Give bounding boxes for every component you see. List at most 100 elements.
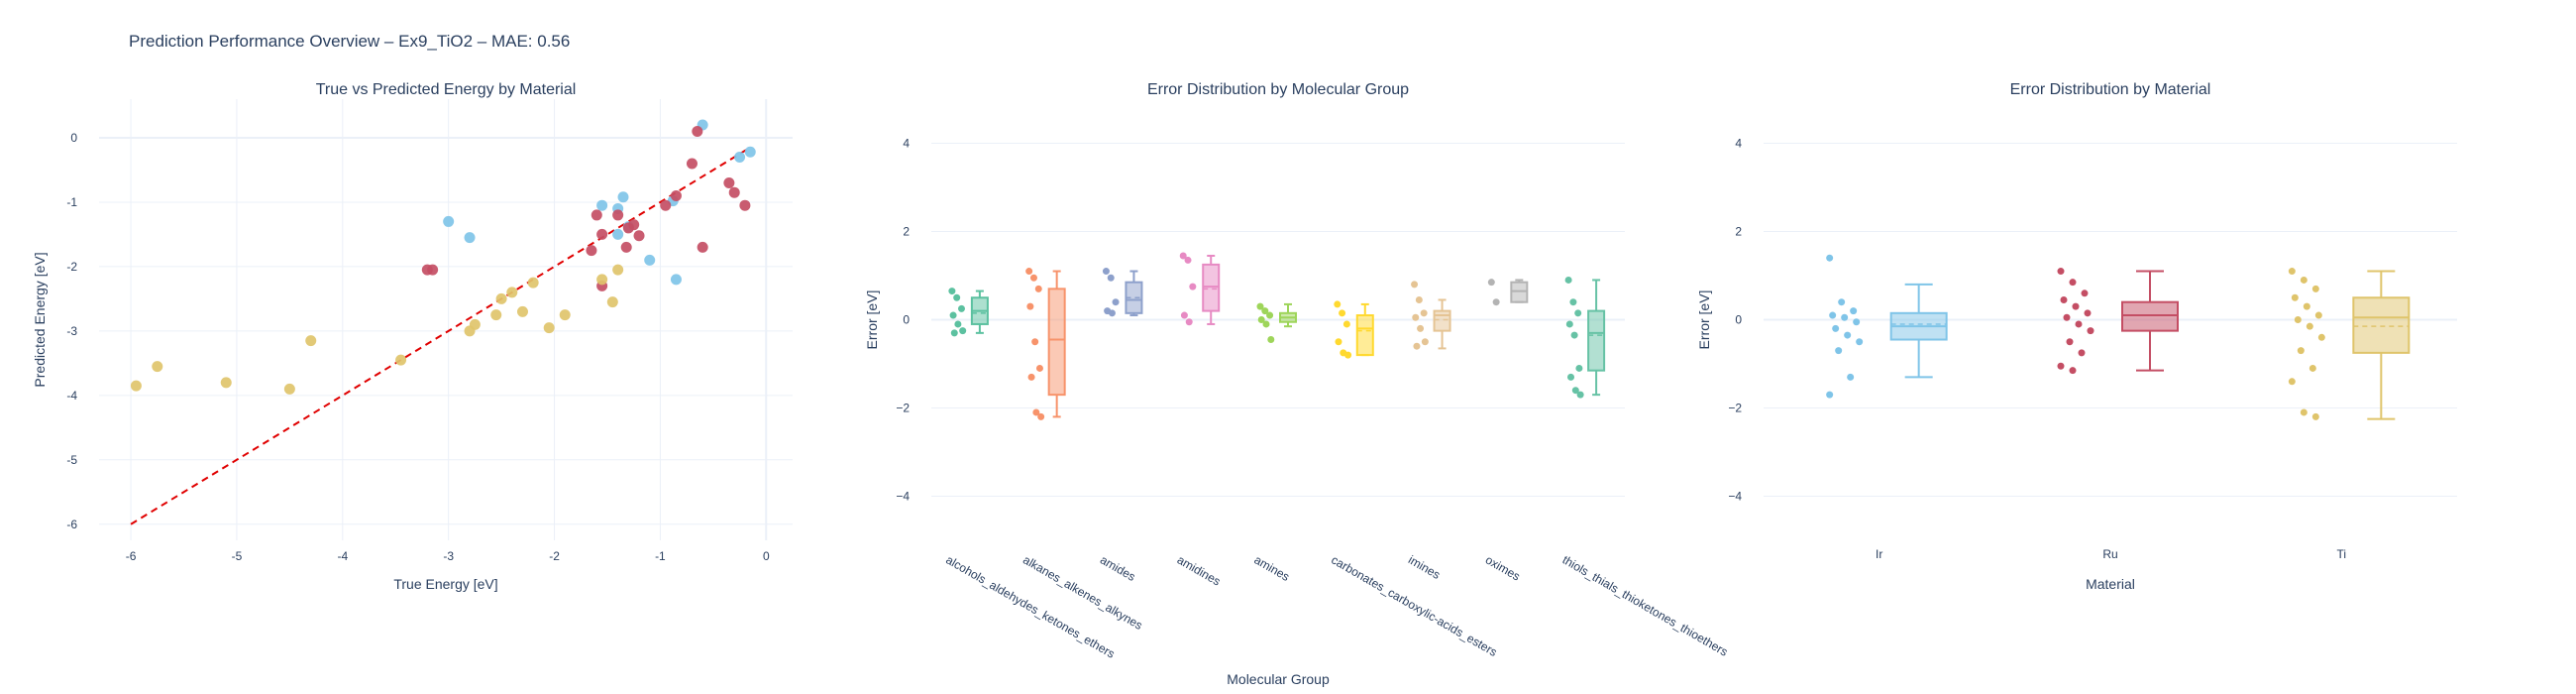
scatter-point-Ir — [612, 228, 624, 240]
jitter-point — [1035, 364, 1043, 372]
scatter-point-Ti — [543, 322, 555, 334]
box-iqr — [1433, 309, 1451, 332]
y-tick-label: -5 — [66, 453, 77, 467]
scatter-point-Ru — [612, 209, 624, 221]
jitter-point — [2308, 364, 2316, 372]
jitter-point — [2069, 367, 2077, 375]
box-amides — [1102, 268, 1143, 317]
box-iqr — [1510, 281, 1529, 303]
box-grid — [1764, 143, 2457, 497]
scatter-point-Ti — [606, 296, 618, 308]
jitter-point — [1179, 252, 1187, 260]
scatter-point-Ti — [559, 309, 571, 321]
jitter-point — [1411, 281, 1419, 289]
jitter-point — [2306, 322, 2313, 330]
scatter-grid — [99, 99, 793, 540]
jitter-point — [2294, 316, 2302, 323]
jitter-point — [1838, 298, 1846, 306]
scatter-point-Ti — [596, 274, 608, 286]
jitter-point — [2081, 289, 2089, 297]
y-tick-label: 2 — [903, 225, 910, 239]
jitter-point — [1487, 279, 1495, 287]
jitter-point — [949, 311, 957, 319]
scatter-point-Ti — [305, 335, 317, 347]
y-tick-label: −4 — [896, 490, 910, 504]
jitter-point — [2303, 302, 2310, 310]
x-tick-label: Ti — [2337, 547, 2347, 561]
jitter-point — [2063, 313, 2071, 321]
x-tick-label: 0 — [763, 549, 770, 563]
y-tick-label: −2 — [1728, 402, 1742, 415]
scatter-point-Ti — [495, 292, 507, 304]
box-oximes — [1487, 279, 1529, 306]
jitter-point — [2084, 309, 2092, 317]
jitter-point — [1492, 298, 1500, 306]
jitter-point — [2311, 412, 2319, 420]
jitter-point — [959, 327, 967, 335]
x-tick-label: -6 — [126, 549, 137, 563]
scatter-point-Ru — [728, 186, 740, 198]
jitter-point — [1417, 324, 1425, 332]
jitter-point — [1841, 313, 1849, 321]
jitter-point — [2060, 295, 2068, 303]
scatter-point-Ti — [506, 287, 518, 298]
scatter-point-Ti — [612, 264, 624, 276]
jitter-point — [1026, 302, 1034, 310]
jitter-point — [1844, 331, 1852, 339]
x-tick-label: Ir — [1876, 547, 1882, 561]
jitter-point — [953, 293, 961, 301]
group-box-x-axis-title: Molecular Group — [1227, 671, 1330, 687]
y-tick-label: 4 — [1735, 137, 1742, 151]
jitter-point — [2311, 285, 2319, 292]
scatter-point-Ru — [596, 228, 608, 240]
jitter-point — [954, 320, 962, 328]
jitter-point — [1415, 295, 1423, 303]
scatter-point-Ir — [596, 199, 608, 211]
y-tick-label: −2 — [896, 402, 910, 415]
scatter-panel: True vs Predicted Energy by Material Tru… — [32, 81, 793, 592]
y-tick-label: -6 — [66, 518, 77, 531]
scatter-point-Ti — [469, 318, 481, 330]
scatter-point-Ru — [427, 264, 439, 276]
jitter-point — [1180, 311, 1188, 319]
scatter-point-Ru — [633, 230, 645, 242]
series-Ru — [421, 125, 751, 291]
jitter-point — [1564, 276, 1572, 284]
jitter-point — [1413, 342, 1421, 350]
jitter-point — [2300, 408, 2308, 416]
jitter-point — [1412, 313, 1420, 321]
jitter-point — [1850, 307, 1858, 315]
jitter-point — [1335, 338, 1342, 346]
jitter-point — [2075, 320, 2083, 328]
x-tick-label: imines — [1406, 552, 1443, 581]
jitter-point — [1826, 391, 1834, 399]
y-tick-label: -4 — [66, 389, 77, 403]
jitter-point — [950, 329, 958, 337]
box-iqr — [1202, 263, 1221, 312]
jitter-point — [2069, 279, 2077, 287]
scatter-point-Ti — [283, 383, 295, 395]
jitter-point — [2297, 347, 2305, 355]
jitter-point — [2300, 276, 2308, 284]
jitter-point — [1112, 298, 1120, 306]
box-iqr — [2121, 300, 2179, 332]
scatter-point-Ru — [620, 241, 632, 253]
jitter-point — [1570, 331, 1578, 339]
jitter-point — [1569, 298, 1577, 306]
box-Ir — [1826, 254, 1948, 399]
box-iqr — [2352, 296, 2411, 354]
scatter-point-Ru — [670, 189, 682, 201]
jitter-point — [1256, 302, 1264, 310]
identity-line — [130, 146, 751, 525]
x-tick-label: thiols_thials_thioketones_thioethers — [1560, 552, 1731, 658]
jitter-point — [1184, 256, 1192, 264]
scatter-point-Ir — [443, 215, 455, 227]
jitter-point — [2078, 349, 2086, 357]
jitter-point — [2291, 293, 2299, 301]
jitter-point — [1571, 387, 1579, 395]
jitter-point — [1565, 320, 1573, 328]
jitter-point — [2087, 327, 2094, 335]
scatter-point-Ir — [464, 232, 476, 244]
scatter-point-Ru — [586, 245, 597, 257]
